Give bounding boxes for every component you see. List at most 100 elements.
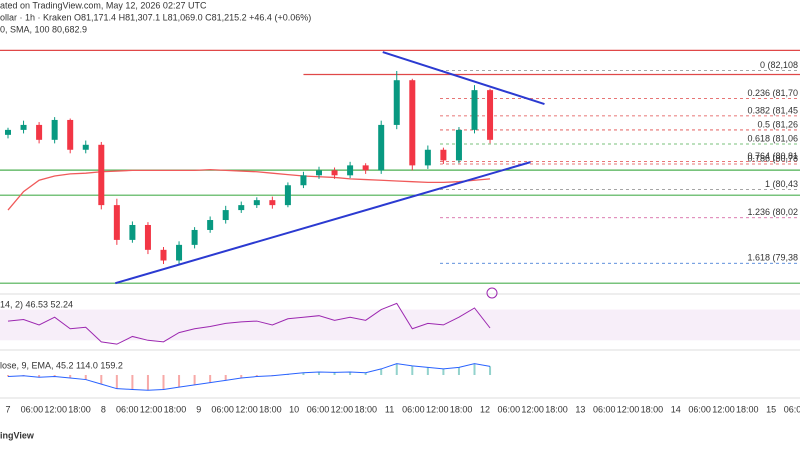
x-tick-label: 06:00 [211,404,234,414]
macd-bar [193,375,196,385]
x-tick-label: 13 [575,404,585,414]
x-tick-label: 12 [480,404,490,414]
candle-body [471,90,478,130]
macd-bar [318,371,320,375]
sma-line [7,168,491,211]
macd-bar [489,366,492,375]
candle-body [409,80,416,166]
x-tick-label: 18:00 [450,404,473,414]
fib-label: 1.236 (80,02 [747,207,798,217]
x-tick-label: 18:00 [68,404,91,414]
x-tick-label: 12:00 [426,404,449,414]
candle-body [113,205,120,240]
candle-body [129,224,136,240]
macd-bar [364,372,367,375]
fib-label: 0 (82,108 [760,60,798,70]
x-tick-label: 18:00 [354,404,377,414]
x-tick-label: 06:00 [116,404,139,414]
candle-body [176,244,183,261]
x-tick-label: 12:00 [521,404,544,414]
candle-body [455,129,462,161]
macd-bar [224,375,227,381]
macd-bar [115,375,118,389]
candle-body [347,165,354,176]
rsi-band [0,309,800,341]
macd-bar [69,375,72,379]
x-tick-label: 7 [5,404,10,414]
candle-body [191,229,198,245]
candle-body [300,175,307,186]
x-tick-label: 15 [766,404,776,414]
fib-label: 1.618 (79,38 [747,253,798,263]
macd-bar [84,375,87,380]
candle-body [424,149,431,166]
macd-bar [442,368,445,375]
macd-bar [302,372,305,375]
fib-label: 0.618 (81,06 [747,133,798,143]
x-tick-label: 06:00 [784,404,800,414]
candle-body [238,205,245,211]
candle-body [144,224,151,250]
x-tick-label: 06:00 [402,404,425,414]
x-tick-label: 12:00 [44,404,67,414]
candle-body [393,80,400,125]
x-tick-label: 06:00 [593,404,616,414]
candle-body [98,144,105,206]
macd-bar [333,372,336,375]
macd-bar [131,375,134,390]
x-tick-label: 14 [671,404,681,414]
rsi-line [7,302,491,345]
fib-label: 0.764 (80,81 [747,151,798,161]
x-tick-label: 12:00 [331,404,354,414]
rsi-label: 14, 2) 46.53 52.24 [0,299,73,309]
candle-body [487,90,494,140]
chart-subtitle: ated on TradingView.com, May 12, 2026 02… [0,0,207,10]
fib-label: 0.5 (81,26 [757,119,798,129]
fib-label: 0.382 (81,45 [747,105,798,115]
trendline [115,161,531,285]
x-tick-label: 18:00 [641,404,664,414]
candle-body [362,165,369,171]
macd-bar [457,367,460,375]
macd-label: lose, 9, EMA, 45.2 114.0 159.2 [0,360,123,370]
x-tick-label: 18:00 [736,404,759,414]
macd-bar [209,375,212,383]
x-tick-label: 9 [196,404,201,414]
candle-body [316,170,322,176]
macd-bar [100,375,103,385]
x-tick-label: 18:00 [545,404,568,414]
macd-bar [473,363,476,375]
macd-bar [162,375,165,390]
candle-body [51,119,58,140]
x-tick-label: 12:00 [235,404,258,414]
x-tick-label: 12:00 [140,404,163,414]
macd-bar [255,375,258,377]
macd-line [7,363,491,391]
event-icon[interactable] [486,287,498,299]
macd-bar [240,375,243,379]
trendline [382,51,545,106]
macd-bar [146,375,149,391]
candle-body [67,119,74,150]
x-tick-label: 06:00 [498,404,521,414]
candle-body [269,200,276,206]
candle-body [82,144,89,150]
fib-label: 0.236 (81,70 [747,88,798,98]
fib-label: 1 (80,43 [765,179,798,189]
x-tick-label: 12:00 [617,404,640,414]
candle-body [253,200,260,206]
sma-label: 0, SMA, 100 80,682.9 [0,24,87,34]
candle-body [284,185,291,206]
x-tick-label: 10 [289,404,299,414]
x-tick-label: 12:00 [712,404,735,414]
macd-bar [411,365,414,375]
candle-body [20,124,27,130]
chart-title: ollar · 1h · Kraken O81,171.4 H81,307.1 … [0,12,311,22]
macd-bar [380,368,383,375]
x-tick-label: 06:00 [688,404,711,414]
candle-body [36,124,43,140]
x-tick-label: 18:00 [259,404,282,414]
macd-bar [7,375,9,377]
candle-body [5,129,11,135]
